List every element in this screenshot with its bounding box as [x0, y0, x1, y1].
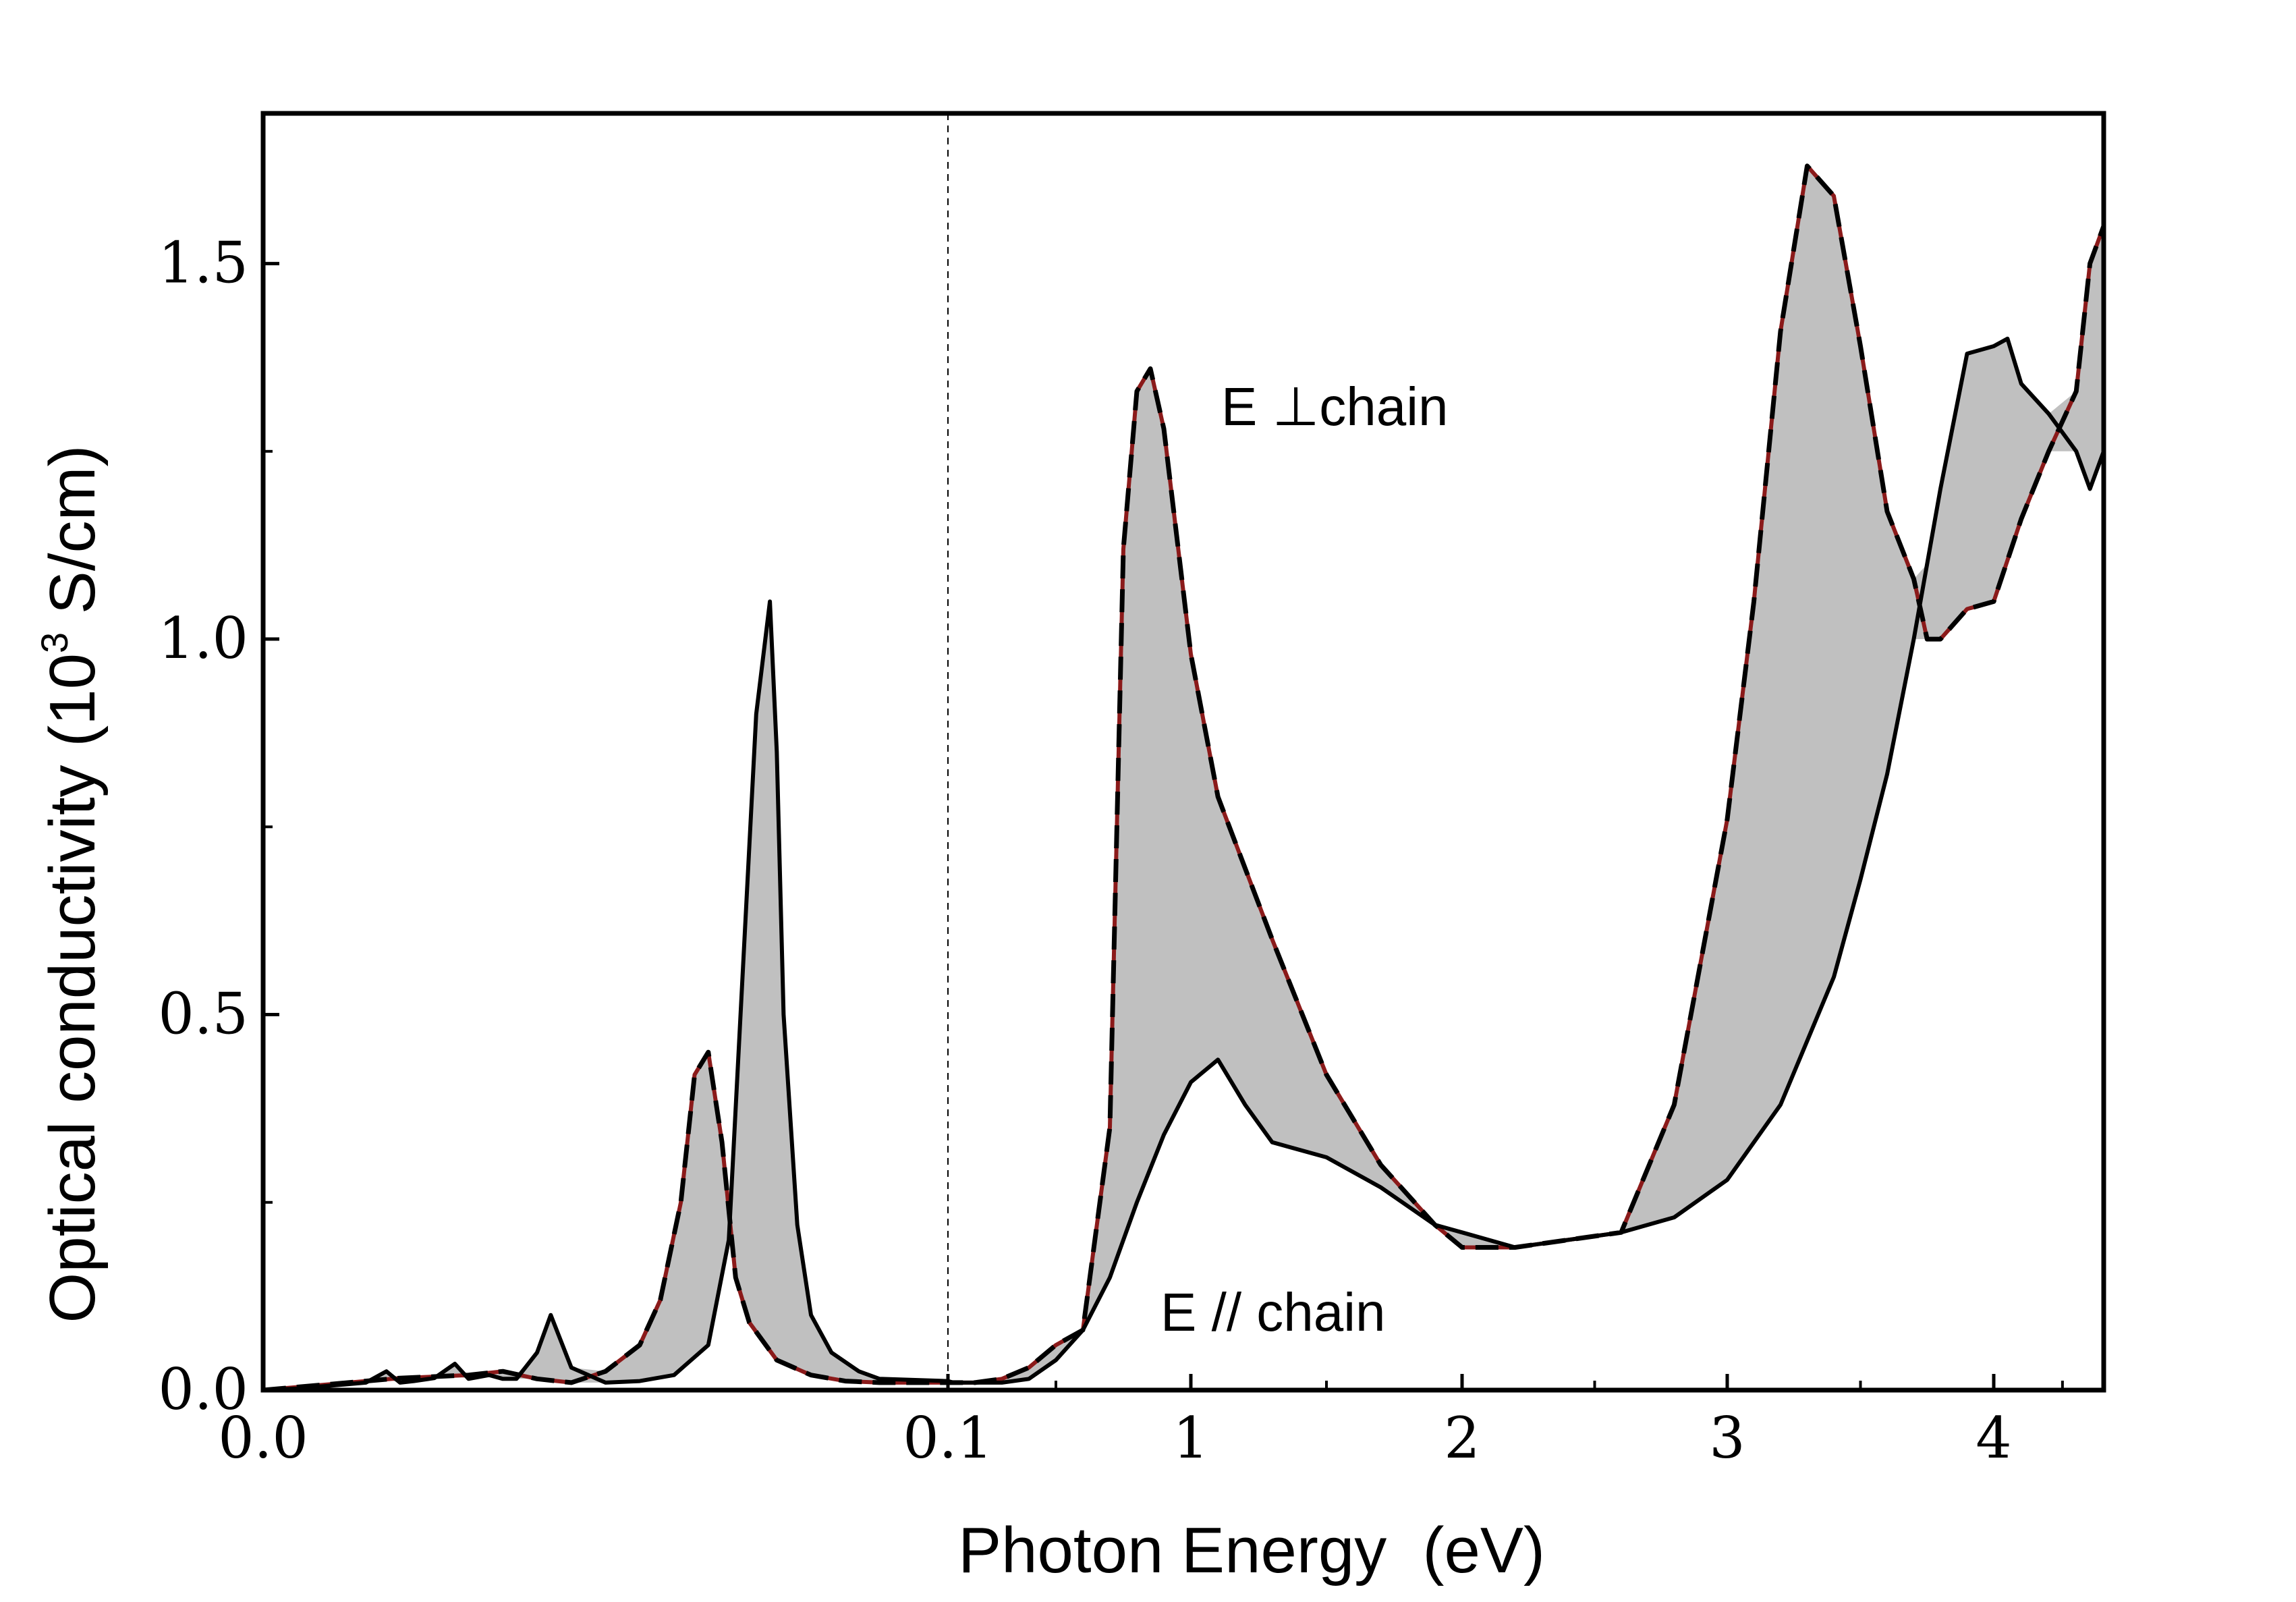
x-tick-label: 4	[1976, 1405, 2011, 1471]
series-line-parallel-chain	[262, 336, 2106, 1392]
series-lines	[262, 163, 2106, 1393]
x-tick-label: 0.1	[903, 1405, 993, 1471]
x-tick-label: 2	[1444, 1405, 1480, 1471]
axis-ticks: 0.0 0.5 1.0 1.5 0.0 0.1 1 2 3 4	[158, 230, 2064, 1471]
y-axis-title-main: Optical conductivity (10	[36, 653, 109, 1323]
y-axis-title-suffix: S/cm)	[36, 445, 109, 632]
series-line-perp-chain	[262, 163, 2106, 1393]
y-tick-label: 1.5	[158, 230, 248, 296]
y-tick-label: 0.5	[158, 981, 248, 1047]
x-tick-label: 0.0	[218, 1405, 308, 1471]
annotation-perp-chain: E ⊥chain	[1221, 377, 1449, 437]
y-tick-label: 0.0	[158, 1356, 248, 1423]
x-axis-title: Photon Energy (eV)	[958, 1514, 1545, 1586]
shaded-difference-area	[263, 165, 2104, 1390]
x-tick-label: 3	[1709, 1405, 1745, 1471]
plot-frame	[260, 111, 2106, 1393]
y-axis-title-superscript: 3	[33, 632, 76, 653]
y-axis-title: Optical conductivity (103 S/cm)	[33, 445, 109, 1323]
area-between-curves	[263, 165, 2104, 1390]
x-tick-label: 1	[1173, 1405, 1208, 1471]
y-tick-label: 1.0	[158, 605, 248, 671]
annotation-parallel-chain: E // chain	[1160, 1282, 1386, 1342]
